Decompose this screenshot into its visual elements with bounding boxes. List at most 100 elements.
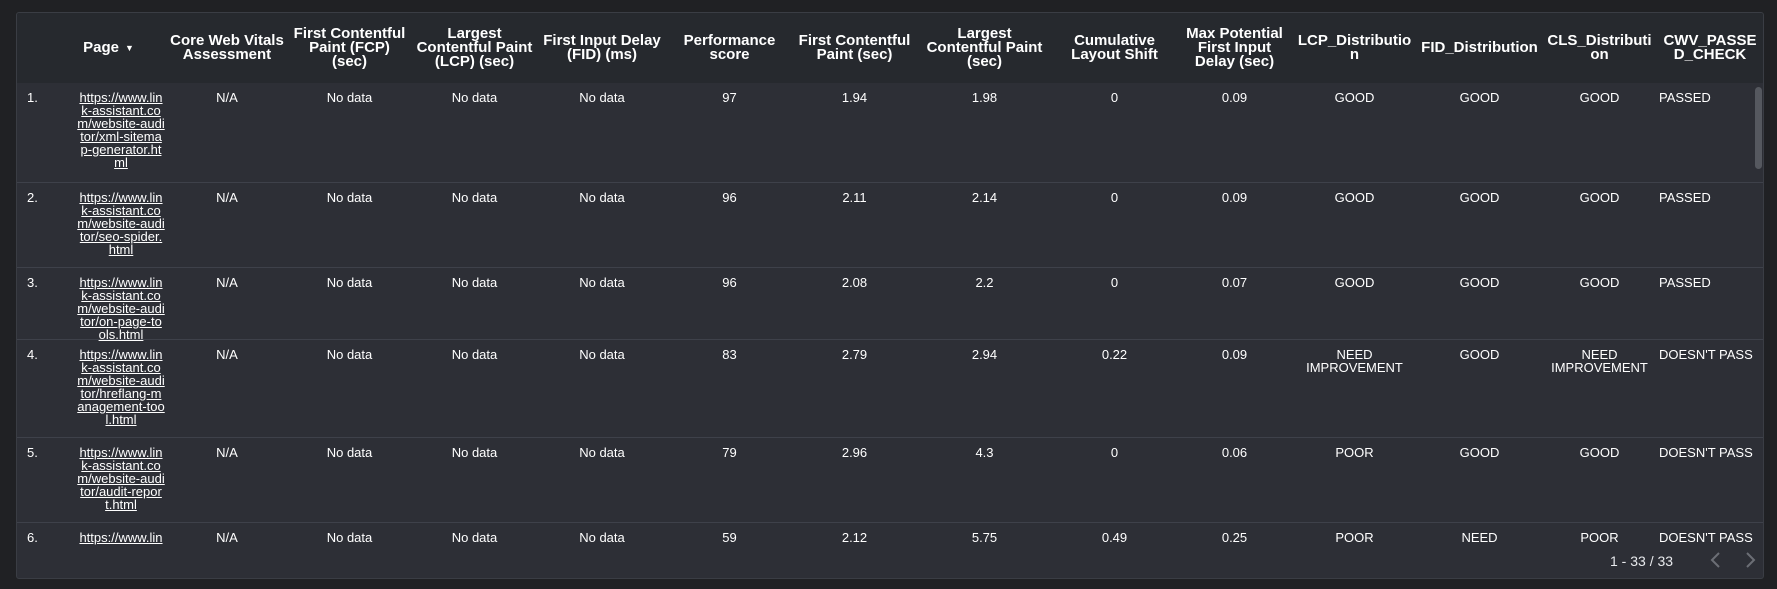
row-index: 2. <box>27 190 38 205</box>
cell-lcp-field: No data <box>451 347 498 362</box>
cell-cls: 0.49 <box>1101 530 1128 545</box>
cell-max-fid: 0.07 <box>1221 275 1248 290</box>
cell-fcp-field: No data <box>326 90 373 105</box>
cell-lcp-distribution: GOOD <box>1334 90 1375 105</box>
cell-page[interactable]: https://www.link-assistant.com/website-a… <box>77 275 165 342</box>
cell-cls-distribution: POOR <box>1580 530 1619 545</box>
cell-cls-distribution: GOOD <box>1579 190 1620 205</box>
cell-fcp: 2.96 <box>841 445 868 460</box>
row-index: 1. <box>27 90 38 105</box>
cell-fid-field: No data <box>579 90 625 105</box>
cell-page[interactable]: https://www.link-assistant.com/website-a… <box>77 347 165 427</box>
cell-max-fid: 0.06 <box>1221 445 1248 460</box>
cell-cwv-passed-check: PASSED <box>1659 90 1711 105</box>
cell-fcp: 2.79 <box>841 347 868 362</box>
cell-fcp-field: No data <box>326 275 373 290</box>
cell-lcp-field: No data <box>451 190 498 205</box>
cell-performance-score: 59 <box>722 530 737 545</box>
cell-performance-score: 83 <box>722 347 737 362</box>
column-header-label: Page <box>83 39 119 56</box>
cell-lcp-distribution: NEED IMPROVEMENT <box>1306 347 1403 375</box>
prev-page-button[interactable] <box>1704 548 1728 572</box>
cell-page[interactable]: https://www.link-assistant.com/website-a… <box>77 190 165 257</box>
cell-max-fid: 0.09 <box>1221 347 1248 362</box>
cell-cwv-passed-check: PASSED <box>1659 190 1711 205</box>
cell-cwv: N/A <box>216 445 238 460</box>
cell-max-fid: 0.09 <box>1221 90 1248 105</box>
cell-page[interactable]: https://www.link-assistant.com/website-a… <box>77 445 165 512</box>
row-index: 3. <box>27 275 38 290</box>
cell-cls: 0.22 <box>1101 347 1128 362</box>
table-row: 3. https://www.link-assistant.com/website… <box>17 268 1763 342</box>
row-index: 5. <box>27 445 38 460</box>
cell-max-fid: 0.09 <box>1221 190 1248 205</box>
column-header-label: FID_Distribution <box>1421 39 1538 56</box>
cell-lcp-field: No data <box>451 530 498 545</box>
next-page-button[interactable] <box>1738 548 1762 572</box>
cell-lcp-distribution: POOR <box>1335 530 1374 545</box>
cell-cls: 0 <box>1110 190 1119 205</box>
cell-lcp-distribution: POOR <box>1335 445 1374 460</box>
column-header-label: Max Potential First Input Delay (sec) <box>1186 25 1283 70</box>
cell-fid-field: No data <box>579 445 625 460</box>
cell-fid-distribution: GOOD <box>1459 275 1500 290</box>
cell-fcp-field: No data <box>326 190 373 205</box>
caret-down-icon: ▼ <box>124 43 134 53</box>
cell-lcp: 2.94 <box>971 347 998 362</box>
column-header-lcp-distribution[interactable]: LCP_Distribution <box>1292 13 1417 83</box>
chevron-left-icon <box>1710 552 1720 568</box>
vertical-scrollbar[interactable] <box>1755 87 1762 169</box>
cell-fcp: 2.12 <box>841 530 868 545</box>
cell-fid-field: No data <box>579 530 625 545</box>
column-header-fid-distribution[interactable]: FID_Distribution <box>1417 13 1542 83</box>
cell-cls-distribution: GOOD <box>1579 275 1620 290</box>
column-header-label: Largest Contentful Paint (LCP) (sec) <box>416 25 533 70</box>
cell-page[interactable]: https://www.link-assistant.com/website-a… <box>77 90 165 170</box>
column-header-fid-field[interactable]: First Input Delay (FID) (ms) <box>537 13 667 83</box>
column-header-lcp[interactable]: Largest Contentful Paint (sec) <box>917 13 1052 83</box>
cell-cls: 0 <box>1110 445 1119 460</box>
cell-lcp-field: No data <box>451 90 498 105</box>
column-header-label: First Contentful Paint (sec) <box>798 32 911 63</box>
column-header-label: Core Web Vitals Assessment <box>170 32 284 63</box>
column-header-label: Cumulative Layout Shift <box>1071 32 1158 63</box>
cell-fid-distribution: NEED IMPROVEMENT <box>1431 530 1528 545</box>
cell-fid-distribution: GOOD <box>1459 190 1500 205</box>
cell-lcp-field: No data <box>451 275 498 290</box>
column-header-max-fid[interactable]: Max Potential First Input Delay (sec) <box>1177 13 1292 83</box>
cell-cwv: N/A <box>216 275 238 290</box>
table-row: 6. https://www.link-assistant.com/website… <box>17 523 1763 545</box>
cell-page[interactable]: https://www.link-assistant.com/website-a… <box>79 530 163 545</box>
cell-cwv-passed-check: PASSED <box>1659 275 1711 290</box>
column-header-label: First Contentful Paint (FCP) (sec) <box>293 25 406 70</box>
cell-fid-distribution: GOOD <box>1459 90 1500 105</box>
column-header-cls[interactable]: Cumulative Layout Shift <box>1052 13 1177 83</box>
cell-fcp: 1.94 <box>841 90 868 105</box>
column-header-label: CLS_Distribution <box>1547 32 1652 63</box>
cell-fcp-field: No data <box>326 530 373 545</box>
cell-fcp: 2.08 <box>841 275 868 290</box>
cell-cls: 0 <box>1110 275 1119 290</box>
column-header-cwv[interactable]: Core Web Vitals Assessment <box>167 13 287 83</box>
column-header-lcp-field[interactable]: Largest Contentful Paint (LCP) (sec) <box>412 13 537 83</box>
row-index: 4. <box>27 347 38 362</box>
table-body: 1. https://www.link-assistant.com/website… <box>17 83 1763 545</box>
column-header-cls-distribution[interactable]: CLS_Distribution <box>1542 13 1657 83</box>
table-footer: 1 - 33 / 33 <box>17 545 1763 578</box>
cell-lcp: 2.14 <box>971 190 998 205</box>
column-header-performance-score[interactable]: Performance score <box>667 13 792 83</box>
column-header-page[interactable]: Page ▼ <box>51 13 166 83</box>
cell-cwv: N/A <box>216 347 238 362</box>
cell-fid-distribution: GOOD <box>1459 445 1500 460</box>
column-header-label: First Input Delay (FID) (ms) <box>543 32 661 63</box>
cell-fid-distribution: GOOD <box>1459 347 1500 362</box>
column-header-fcp[interactable]: First Contentful Paint (sec) <box>792 13 917 83</box>
column-header-label: Largest Contentful Paint (sec) <box>926 25 1043 70</box>
column-header-label: Performance score <box>683 32 776 63</box>
chevron-right-icon <box>1746 552 1756 568</box>
cell-cls: 0 <box>1110 90 1119 105</box>
column-header-cwv-passed-check[interactable]: CWV_PASSED_CHECK <box>1657 13 1763 83</box>
cell-cwv-passed-check: DOESN'T PASS <box>1659 530 1753 545</box>
table-row: 1. https://www.link-assistant.com/website… <box>17 83 1763 183</box>
column-header-fcp-field[interactable]: First Contentful Paint (FCP) (sec) <box>287 13 412 83</box>
